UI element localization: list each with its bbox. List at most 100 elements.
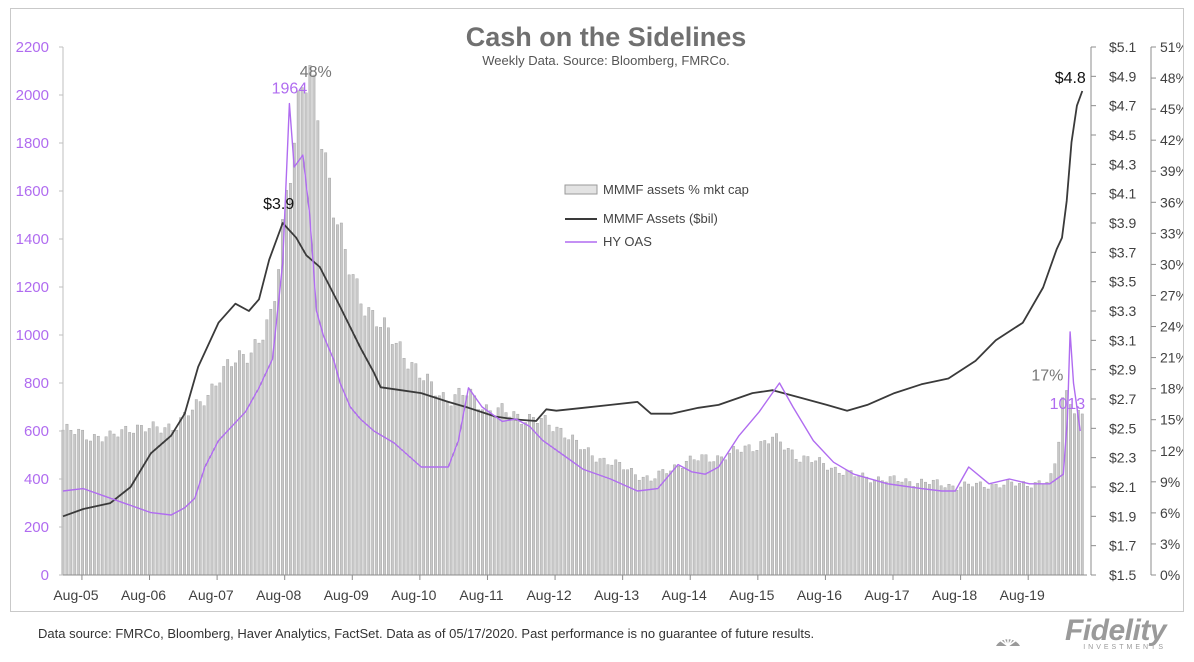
x-tick-label: Aug-18 [932,587,977,603]
data-bar [190,409,194,576]
data-bar [692,459,696,576]
footer-note: Data source: FMRCo, Bloomberg, Haver Ana… [38,626,815,641]
data-bar [351,274,355,576]
data-bar [594,461,598,576]
data-bar [347,274,351,576]
mmmf-assets-line [62,90,1084,518]
data-bar [343,249,347,576]
data-bar [743,445,747,576]
data-bar [884,481,888,576]
x-tick-label: Aug-08 [256,587,301,603]
data-bar [971,486,974,576]
right-percent-tick-label: 21% [1160,350,1183,366]
data-bar [829,467,833,576]
data-bar [230,366,233,576]
data-bar [849,470,853,576]
chart-title: Cash on the Sidelines [466,22,747,52]
data-bar [975,482,978,576]
data-bar [524,422,527,576]
data-bar [712,461,716,576]
data-bar [857,476,861,576]
data-bar [924,481,927,576]
data-bar [520,423,524,576]
data-bar [147,428,151,576]
right-dollar-tick-label: $1.7 [1109,538,1136,554]
right-percent-tick-label: 9% [1160,474,1180,490]
data-bar [1080,413,1084,576]
data-bar [798,461,802,576]
legend-label-bars: MMMF assets % mkt cap [603,182,749,197]
data-bar [457,387,461,576]
right-dollar-tick-label: $5.1 [1109,39,1136,55]
brand-name: Fidelity [1064,614,1167,647]
data-bar [759,441,763,576]
data-bar [618,462,622,576]
data-bar [986,488,990,576]
data-bar [1041,483,1045,576]
data-bar [328,177,331,576]
data-bar [837,473,841,576]
annotation-label: $4.8 [1055,70,1086,87]
left-tick-label: 800 [24,375,49,392]
legend-swatch-bars [564,184,598,195]
data-bar [171,430,175,576]
data-bar [528,414,531,576]
data-bar [939,485,943,576]
x-tick-label: Aug-14 [662,587,707,603]
chart-frame: 0 200 400 600 800 1000 1200 1400 1600 1800 2000 220… [10,8,1184,612]
right-dollar-tick-label: $3.1 [1109,332,1136,348]
data-bar [920,478,923,576]
data-bar [810,462,814,576]
data-bar [379,327,382,576]
data-bar [222,366,226,576]
data-bar [755,450,759,576]
data-bar [818,457,822,576]
data-bar [1076,410,1080,576]
data-bar [167,423,171,576]
right-dollar-tick-label: $4.5 [1109,127,1136,143]
data-bar [163,427,167,576]
data-bar [238,350,241,576]
right-percent-tick-label: 39% [1160,163,1183,179]
data-bar [159,432,163,576]
data-bar [532,417,535,576]
data-bar [696,460,700,576]
data-bar [900,481,904,576]
data-bar [610,464,614,576]
data-bar [92,434,96,576]
data-bar [320,148,324,576]
data-bar [332,217,335,576]
data-bar [559,427,563,576]
right-dollar-tick-label: $3.3 [1109,303,1136,319]
right-dollar-tick-label: $3.7 [1109,244,1136,260]
right-percent-tick-label: 36% [1160,194,1183,210]
data-bar [571,434,575,576]
data-bar [747,444,751,576]
data-bar [383,317,386,576]
left-tick-label: 1600 [16,183,49,200]
data-bar [390,344,394,576]
data-bar [81,429,85,576]
data-bar [257,342,261,576]
right-dollar-tick-label: $3.9 [1109,215,1136,231]
data-bar [445,401,449,576]
left-tick-label: 1200 [16,279,49,296]
data-bar [826,469,829,576]
data-bar [935,479,939,576]
annotation-label: 1013 [1050,396,1086,413]
left-tick-label: 1000 [16,327,49,344]
left-tick-label: 1400 [16,231,49,248]
data-bar [218,382,222,576]
data-bar [124,425,128,576]
data-bar [782,449,786,576]
right-dollar-tick-label: $2.9 [1109,362,1136,378]
data-bar [716,455,720,576]
right-dollar-tick-label: $2.1 [1109,479,1136,495]
right-dollar-tick-label: $1.9 [1109,508,1136,524]
data-bar [720,456,724,576]
data-bar [731,446,735,576]
right-dollar-tick-label: $4.3 [1109,156,1136,172]
data-bar [69,430,73,576]
data-bar [665,473,669,576]
